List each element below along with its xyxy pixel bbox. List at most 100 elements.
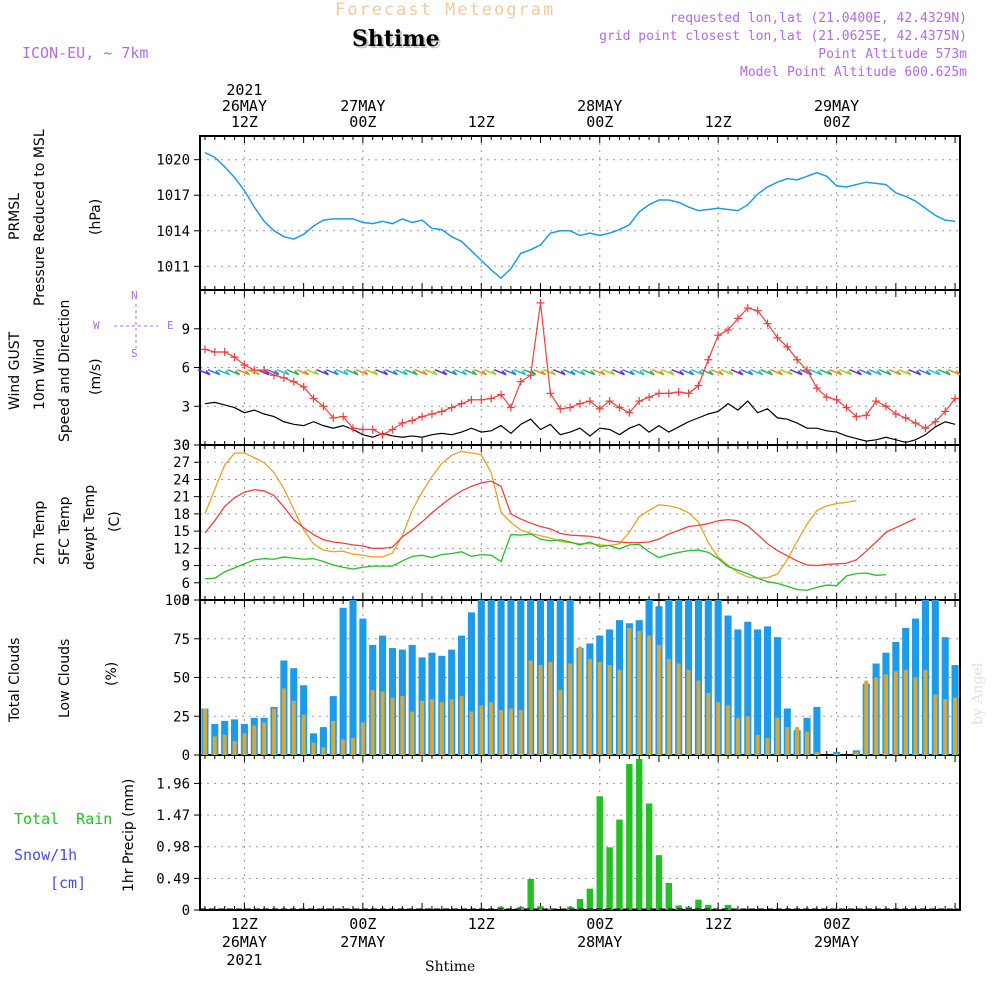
time-label-top: 00Z bbox=[349, 113, 376, 131]
time-label-top: 29MAY bbox=[814, 97, 859, 115]
precip-rain-bar bbox=[547, 908, 554, 910]
cloud-low-bar bbox=[262, 722, 267, 755]
precip-rain-bar bbox=[714, 909, 722, 910]
cloud-low-bar bbox=[459, 696, 464, 755]
wind-direction-arrow bbox=[197, 368, 211, 376]
wind-direction-arrow bbox=[868, 368, 882, 376]
time-label-bottom: 2021 bbox=[226, 951, 262, 969]
cloud-low-bar bbox=[341, 739, 346, 755]
cloud-total-bar bbox=[319, 727, 327, 755]
cloud-low-bar bbox=[775, 717, 780, 755]
wind-ytick-label: 0 bbox=[182, 438, 190, 454]
cloud-low-bar bbox=[548, 662, 553, 755]
wind-direction-arrow bbox=[600, 370, 606, 376]
wind-direction-arrow bbox=[412, 370, 418, 376]
cloud-low-bar bbox=[854, 751, 859, 755]
wind-direction-arrow bbox=[580, 370, 586, 376]
wind-direction-arrow bbox=[612, 368, 625, 376]
wind-direction-arrow bbox=[385, 368, 398, 376]
cloud-total-bar bbox=[734, 629, 742, 755]
wind-direction-arrow bbox=[846, 370, 853, 376]
wind-direction-arrow bbox=[313, 370, 320, 376]
precip-snow-unit: [cm] bbox=[50, 874, 87, 892]
wind-direction-arrow bbox=[758, 370, 764, 376]
precip-rain-bar bbox=[636, 758, 643, 910]
wind-direction-arrow bbox=[592, 368, 606, 376]
cloud-low-bar bbox=[686, 669, 691, 755]
wind-direction-arrow bbox=[789, 368, 803, 376]
wind-direction-arrow bbox=[402, 370, 408, 376]
wind-direction-arrow bbox=[937, 368, 951, 376]
wind-direction-arrow bbox=[622, 368, 635, 376]
precipitation-frame bbox=[199, 754, 961, 911]
wind-direction-arrow bbox=[560, 370, 566, 376]
wind-direction-arrow bbox=[681, 368, 694, 376]
cloud-low-bar bbox=[479, 705, 484, 755]
time-label-top: 12Z bbox=[231, 113, 258, 131]
wind-direction-arrow bbox=[799, 368, 813, 376]
wind-direction-arrow bbox=[619, 370, 626, 376]
cloud-low-bar bbox=[933, 694, 938, 755]
temp-dewpt-label: dewpt Temp bbox=[82, 484, 98, 570]
wind-direction-arrow bbox=[837, 370, 843, 376]
precip-rain-bar bbox=[596, 796, 603, 910]
cloud-low-bar bbox=[893, 671, 898, 755]
cloud-low-bar bbox=[410, 711, 415, 755]
wind-direction-arrow bbox=[669, 370, 675, 376]
wind-direction-arrow bbox=[521, 370, 527, 376]
compass-east: E bbox=[167, 319, 174, 332]
wind-direction-arrow bbox=[215, 370, 221, 376]
model-altitude: Model Point Altitude 600.625m bbox=[740, 65, 967, 80]
cloud-low-bar bbox=[795, 727, 800, 755]
wind-direction-arrow bbox=[829, 368, 842, 376]
temp-dewpt-line bbox=[204, 533, 887, 591]
cloud-low-bar bbox=[755, 734, 760, 755]
time-label-bottom: 00Z bbox=[349, 915, 376, 933]
precip-rain-bar bbox=[645, 803, 653, 910]
wind-direction-arrow bbox=[383, 370, 389, 376]
cloud-total-bar bbox=[339, 607, 347, 755]
wind-direction-arrow bbox=[464, 368, 477, 376]
precip-rain-bar bbox=[537, 906, 544, 910]
wind-direction-arrow bbox=[760, 368, 773, 376]
wind-direction-arrow bbox=[462, 370, 468, 376]
temperature-ytick-label: 6 bbox=[182, 576, 190, 592]
time-label-top: 12Z bbox=[468, 113, 495, 131]
wind-direction-arrow bbox=[540, 370, 547, 376]
location-name: Shtime bbox=[352, 26, 440, 52]
cloud-low-bar bbox=[726, 705, 731, 755]
precip-rain-bar bbox=[527, 879, 534, 910]
wind-direction-arrow bbox=[918, 368, 931, 376]
wind-ytick-label: 9 bbox=[182, 322, 190, 338]
precip-rain-bar bbox=[626, 764, 633, 910]
wind-direction-arrow bbox=[582, 368, 596, 376]
cloud-low-bar bbox=[617, 669, 622, 755]
precipitation-ytick-label: 0.98 bbox=[156, 840, 190, 856]
chart-title: Forecast Meteogram bbox=[335, 0, 556, 20]
cloud-low-bar bbox=[331, 720, 336, 755]
cloud-low-bar bbox=[627, 627, 632, 755]
temperature-ytick-label: 24 bbox=[173, 472, 190, 488]
cloud-low-bar bbox=[578, 646, 582, 755]
cloud-total-bar bbox=[941, 637, 949, 755]
cloud-low-bar bbox=[656, 644, 661, 755]
wind-direction-arrow bbox=[740, 368, 754, 376]
cloud-total-bar bbox=[931, 600, 939, 755]
wind-direction-arrow bbox=[730, 368, 744, 376]
wind-direction-arrow bbox=[296, 368, 309, 376]
precipitation-ytick-label: 1.96 bbox=[156, 776, 190, 792]
clouds-ytick-label: 25 bbox=[173, 709, 190, 725]
cloud-low-bar bbox=[508, 708, 513, 755]
wind-direction-arrow bbox=[602, 368, 615, 376]
precip-axis-label: 1hr Precip (mm) bbox=[121, 778, 137, 892]
cloud-low-bar bbox=[281, 688, 286, 755]
cloud-low-bar bbox=[202, 708, 207, 755]
cloud-low-bar bbox=[390, 697, 395, 755]
wind-direction-arrow bbox=[503, 368, 517, 376]
wind-direction-arrow bbox=[422, 370, 428, 376]
compass-south: S bbox=[131, 347, 138, 360]
time-label-bottom: 12Z bbox=[468, 915, 495, 933]
cloud-low-bar bbox=[765, 737, 770, 755]
wind-direction-arrow bbox=[523, 368, 536, 376]
wind-direction-arrow bbox=[649, 370, 655, 376]
